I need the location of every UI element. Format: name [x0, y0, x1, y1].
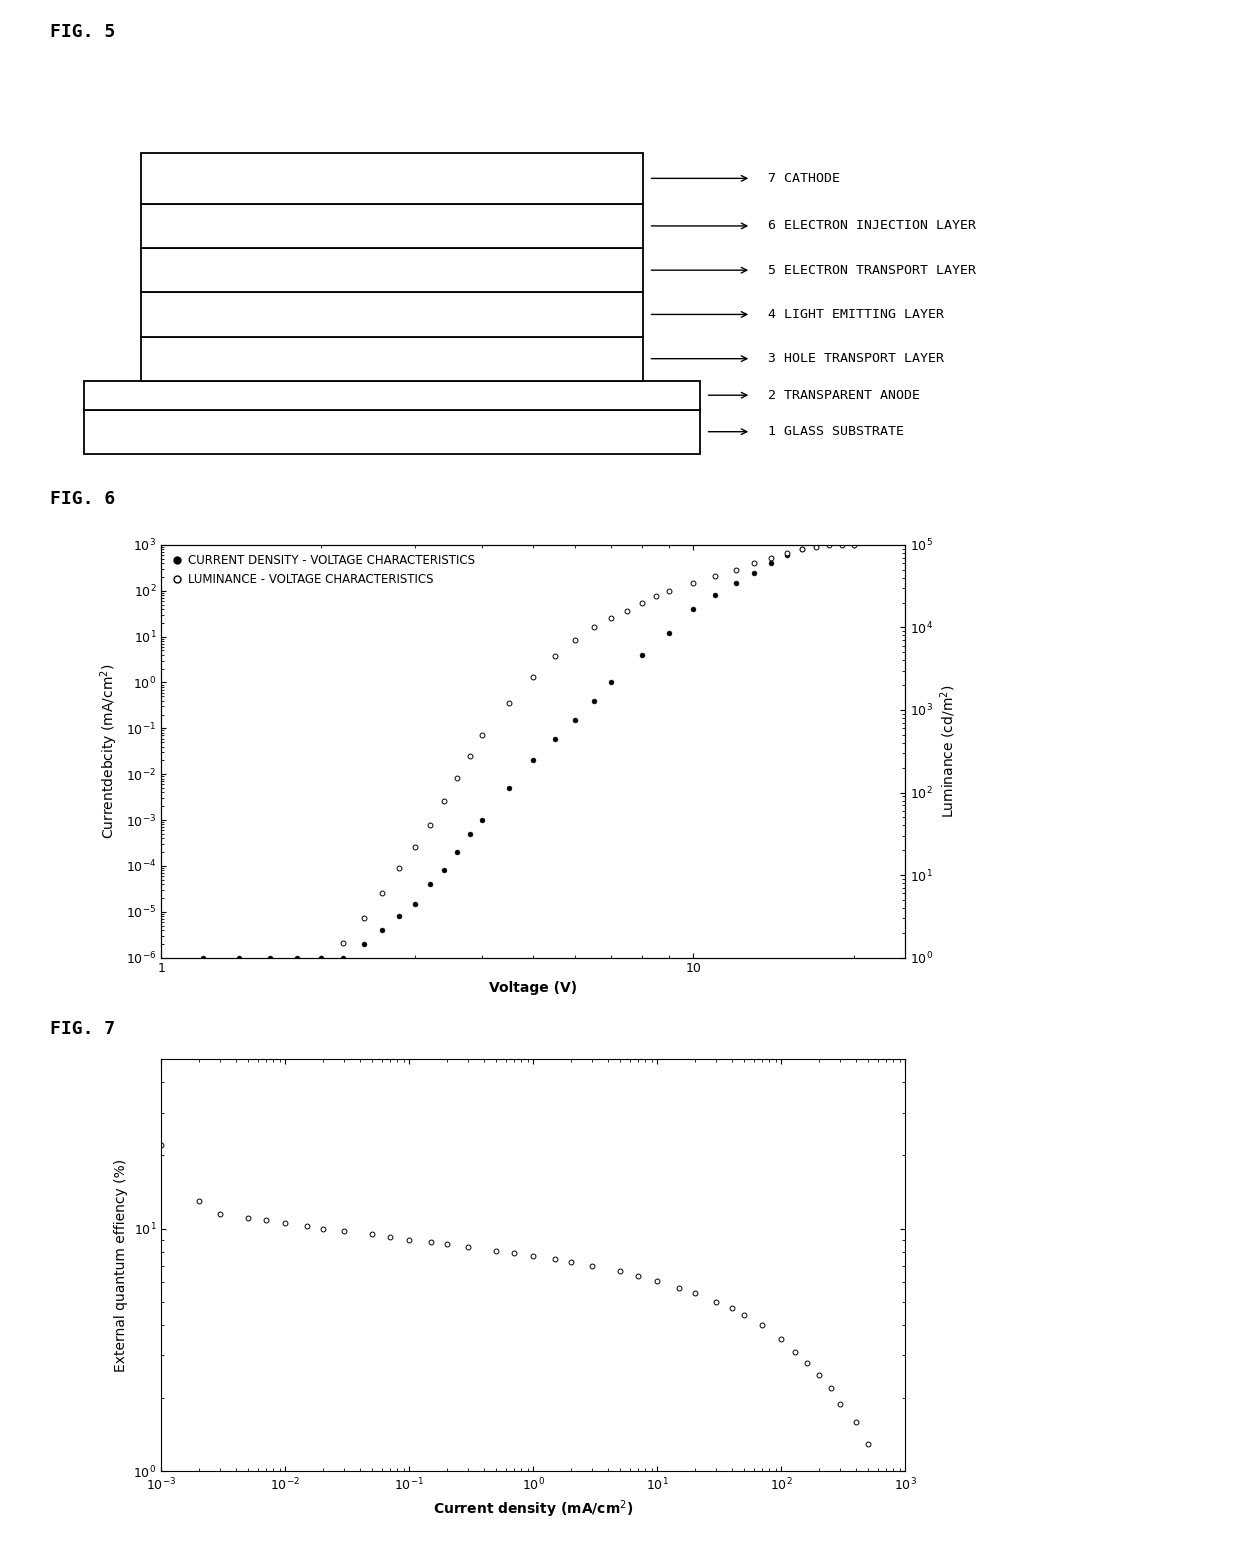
CURRENT DENSITY - VOLTAGE CHARACTERISTICS — [764, 554, 779, 573]
Text: 6 ELECTRON INJECTION LAYER: 6 ELECTRON INJECTION LAYER — [769, 220, 976, 232]
LUMINANCE - VOLTAGE CHARACTERISTICS — [822, 536, 837, 554]
LUMINANCE - VOLTAGE CHARACTERISTICS — [780, 543, 795, 562]
LUMINANCE - VOLTAGE CHARACTERISTICS — [392, 859, 407, 878]
Text: 3 HOLE TRANSPORT LAYER: 3 HOLE TRANSPORT LAYER — [769, 352, 945, 366]
CURRENT DENSITY - VOLTAGE CHARACTERISTICS — [526, 750, 541, 769]
CURRENT DENSITY - VOLTAGE CHARACTERISTICS — [196, 948, 211, 967]
LUMINANCE - VOLTAGE CHARACTERISTICS — [635, 593, 650, 612]
LUMINANCE - VOLTAGE CHARACTERISTICS — [662, 581, 677, 599]
Y-axis label: Luminance (cd/m$^2$): Luminance (cd/m$^2$) — [939, 685, 959, 817]
LUMINANCE - VOLTAGE CHARACTERISTICS — [436, 791, 451, 810]
LUMINANCE - VOLTAGE CHARACTERISTICS — [835, 536, 849, 554]
LUMINANCE - VOLTAGE CHARACTERISTICS — [474, 726, 489, 744]
LUMINANCE - VOLTAGE CHARACTERISTICS — [728, 561, 743, 579]
CURRENT DENSITY - VOLTAGE CHARACTERISTICS — [662, 624, 677, 643]
LUMINANCE - VOLTAGE CHARACTERISTICS — [604, 609, 619, 627]
Bar — [141, 293, 642, 336]
Text: FIG. 5: FIG. 5 — [50, 23, 115, 42]
CURRENT DENSITY - VOLTAGE CHARACTERISTICS — [604, 673, 619, 691]
CURRENT DENSITY - VOLTAGE CHARACTERISTICS — [846, 522, 861, 540]
Text: FIG. 7: FIG. 7 — [50, 1020, 115, 1039]
Text: 2 TRANSPARENT ANODE: 2 TRANSPARENT ANODE — [769, 389, 920, 402]
CURRENT DENSITY - VOLTAGE CHARACTERISTICS — [795, 540, 810, 559]
LUMINANCE - VOLTAGE CHARACTERISTICS — [548, 646, 563, 665]
X-axis label: Current density (mA/cm$^2$): Current density (mA/cm$^2$) — [433, 1498, 634, 1520]
LUMINANCE - VOLTAGE CHARACTERISTICS — [526, 668, 541, 687]
LUMINANCE - VOLTAGE CHARACTERISTICS — [374, 884, 389, 903]
LUMINANCE - VOLTAGE CHARACTERISTICS — [587, 618, 601, 637]
LUMINANCE - VOLTAGE CHARACTERISTICS — [808, 537, 823, 556]
LUMINANCE - VOLTAGE CHARACTERISTICS — [764, 548, 779, 567]
Line: LUMINANCE - VOLTAGE CHARACTERISTICS: LUMINANCE - VOLTAGE CHARACTERISTICS — [341, 542, 856, 945]
CURRENT DENSITY - VOLTAGE CHARACTERISTICS — [686, 599, 701, 618]
Bar — [141, 248, 642, 293]
CURRENT DENSITY - VOLTAGE CHARACTERISTICS — [835, 528, 849, 547]
CURRENT DENSITY - VOLTAGE CHARACTERISTICS — [336, 948, 351, 967]
Line: CURRENT DENSITY - VOLTAGE CHARACTERISTICS: CURRENT DENSITY - VOLTAGE CHARACTERISTIC… — [201, 529, 856, 961]
CURRENT DENSITY - VOLTAGE CHARACTERISTICS — [708, 585, 723, 604]
Bar — [141, 153, 642, 204]
LUMINANCE - VOLTAGE CHARACTERISTICS — [846, 536, 861, 554]
LUMINANCE - VOLTAGE CHARACTERISTICS — [686, 573, 701, 592]
CURRENT DENSITY - VOLTAGE CHARACTERISTICS — [408, 894, 423, 912]
CURRENT DENSITY - VOLTAGE CHARACTERISTICS — [746, 564, 761, 582]
LUMINANCE - VOLTAGE CHARACTERISTICS — [620, 601, 635, 620]
CURRENT DENSITY - VOLTAGE CHARACTERISTICS — [568, 712, 583, 730]
CURRENT DENSITY - VOLTAGE CHARACTERISTICS — [548, 729, 563, 747]
CURRENT DENSITY - VOLTAGE CHARACTERISTICS — [436, 861, 451, 880]
CURRENT DENSITY - VOLTAGE CHARACTERISTICS — [728, 573, 743, 592]
LUMINANCE - VOLTAGE CHARACTERISTICS — [463, 746, 477, 764]
Bar — [141, 204, 642, 248]
LUMINANCE - VOLTAGE CHARACTERISTICS — [356, 909, 371, 928]
CURRENT DENSITY - VOLTAGE CHARACTERISTICS — [263, 948, 278, 967]
Y-axis label: External quantum effiency (%): External quantum effiency (%) — [114, 1158, 128, 1372]
CURRENT DENSITY - VOLTAGE CHARACTERISTICS — [822, 532, 837, 551]
Y-axis label: Currentdebcity (mA/cm$^2$): Currentdebcity (mA/cm$^2$) — [99, 663, 120, 839]
CURRENT DENSITY - VOLTAGE CHARACTERISTICS — [423, 875, 438, 894]
CURRENT DENSITY - VOLTAGE CHARACTERISTICS — [232, 948, 247, 967]
LUMINANCE - VOLTAGE CHARACTERISTICS — [708, 567, 723, 585]
LUMINANCE - VOLTAGE CHARACTERISTICS — [649, 587, 663, 606]
CURRENT DENSITY - VOLTAGE CHARACTERISTICS — [356, 934, 371, 953]
LUMINANCE - VOLTAGE CHARACTERISTICS — [501, 694, 516, 713]
Text: 1 GLASS SUBSTRATE: 1 GLASS SUBSTRATE — [769, 425, 904, 438]
LUMINANCE - VOLTAGE CHARACTERISTICS — [423, 816, 438, 835]
LUMINANCE - VOLTAGE CHARACTERISTICS — [336, 934, 351, 953]
LUMINANCE - VOLTAGE CHARACTERISTICS — [746, 554, 761, 573]
CURRENT DENSITY - VOLTAGE CHARACTERISTICS — [450, 842, 465, 861]
X-axis label: Voltage (V): Voltage (V) — [489, 981, 578, 995]
CURRENT DENSITY - VOLTAGE CHARACTERISTICS — [587, 691, 601, 710]
LUMINANCE - VOLTAGE CHARACTERISTICS — [795, 539, 810, 557]
CURRENT DENSITY - VOLTAGE CHARACTERISTICS — [501, 778, 516, 797]
Bar — [141, 336, 642, 381]
LUMINANCE - VOLTAGE CHARACTERISTICS — [450, 769, 465, 788]
Bar — [84, 409, 699, 453]
CURRENT DENSITY - VOLTAGE CHARACTERISTICS — [808, 536, 823, 554]
Text: 5 ELECTRON TRANSPORT LAYER: 5 ELECTRON TRANSPORT LAYER — [769, 263, 976, 277]
CURRENT DENSITY - VOLTAGE CHARACTERISTICS — [635, 646, 650, 665]
CURRENT DENSITY - VOLTAGE CHARACTERISTICS — [780, 547, 795, 565]
CURRENT DENSITY - VOLTAGE CHARACTERISTICS — [463, 825, 477, 844]
Text: 4 LIGHT EMITTING LAYER: 4 LIGHT EMITTING LAYER — [769, 308, 945, 321]
Text: 7 CATHODE: 7 CATHODE — [769, 171, 841, 185]
CURRENT DENSITY - VOLTAGE CHARACTERISTICS — [392, 906, 407, 925]
Text: FIG. 6: FIG. 6 — [50, 490, 115, 509]
CURRENT DENSITY - VOLTAGE CHARACTERISTICS — [474, 811, 489, 830]
LUMINANCE - VOLTAGE CHARACTERISTICS — [408, 838, 423, 856]
CURRENT DENSITY - VOLTAGE CHARACTERISTICS — [374, 920, 389, 939]
Bar — [84, 381, 699, 409]
CURRENT DENSITY - VOLTAGE CHARACTERISTICS — [314, 948, 329, 967]
Legend: CURRENT DENSITY - VOLTAGE CHARACTERISTICS, LUMINANCE - VOLTAGE CHARACTERISTICS: CURRENT DENSITY - VOLTAGE CHARACTERISTIC… — [167, 551, 479, 590]
LUMINANCE - VOLTAGE CHARACTERISTICS — [568, 631, 583, 649]
CURRENT DENSITY - VOLTAGE CHARACTERISTICS — [290, 948, 305, 967]
